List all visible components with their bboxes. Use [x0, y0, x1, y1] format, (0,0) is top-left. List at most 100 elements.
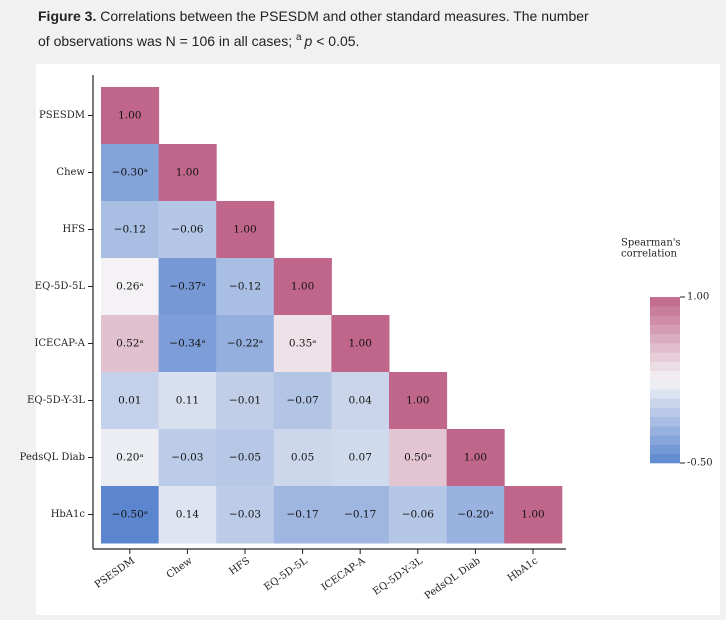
cell-label: −0.12 [114, 224, 146, 236]
y-tick-label: HbA1c [51, 509, 86, 520]
heatmap-cell [216, 429, 275, 487]
cell-label: −0.07 [287, 395, 319, 407]
colorbar-band [650, 306, 680, 316]
cell-label: −0.06 [402, 509, 434, 521]
cell-label: 1.00 [118, 110, 141, 122]
colorbar-tick-label: -0.50 [687, 458, 713, 469]
cell-label: −0.37ᵃ [169, 281, 205, 293]
heatmap-cell [158, 486, 217, 544]
cell-label: 0.05 [291, 452, 314, 464]
heatmap-cell [101, 486, 160, 544]
heatmap-cell [273, 429, 332, 487]
cell-label: −0.17 [344, 509, 376, 521]
y-tick-label: PSESDM [39, 110, 85, 121]
y-tick-label: HFS [62, 224, 85, 235]
cell-label: 1.00 [291, 281, 314, 293]
caption-label: Figure 3. [38, 8, 96, 24]
cell-label: −0.34ᵃ [169, 338, 205, 350]
heatmap-cell [273, 258, 332, 316]
heatmap-cell [389, 486, 448, 544]
colorbar-title: correlation [621, 249, 677, 260]
colorbar-band [650, 370, 680, 381]
colorbar-band [650, 333, 680, 344]
cell-label: 1.00 [521, 509, 544, 521]
cell-label: 1.00 [464, 452, 487, 464]
caption-text: < 0.05. [312, 33, 359, 49]
heatmap-cell [389, 372, 448, 430]
y-tick-label: ICECAP-A [34, 338, 85, 349]
caption-line-1: Figure 3. Correlations between the PSESD… [38, 8, 589, 24]
cell-label: 0.01 [118, 395, 141, 407]
heatmap-cell [331, 486, 390, 544]
heatmap-cell [101, 87, 160, 145]
heatmap-cell [273, 315, 332, 373]
heatmap-cell [331, 372, 390, 430]
cell-label: −0.12 [229, 281, 261, 293]
cell-label: 0.35ᵃ [289, 338, 316, 350]
colorbar-band [650, 297, 680, 307]
heatmap-cell [216, 486, 275, 544]
y-tick-label: PedsQL Diab [20, 452, 85, 463]
cell-label: 1.00 [406, 395, 429, 407]
cell-label: 0.07 [349, 452, 372, 464]
cell-label: −0.03 [229, 509, 261, 521]
cell-label: −0.17 [287, 509, 319, 521]
cell-label: −0.20ᵃ [457, 509, 493, 521]
cell-label: 0.11 [176, 395, 199, 407]
cell-label: 0.20ᵃ [116, 452, 143, 464]
heatmap-cell [331, 315, 390, 373]
cell-label: −0.01 [229, 395, 261, 407]
y-tick-label: EQ-5D-5L [35, 281, 86, 292]
heatmap-cell [158, 258, 217, 316]
cell-label: −0.05 [229, 452, 261, 464]
cell-label: 1.00 [233, 224, 256, 236]
heatmap-cell [446, 486, 505, 544]
heatmap-cell [158, 315, 217, 373]
colorbar-band [650, 398, 680, 408]
cell-label: 0.50ᵃ [404, 452, 431, 464]
colorbar-band [650, 444, 680, 455]
cell-label: 0.14 [176, 509, 200, 521]
y-tick-label: Chew [56, 167, 85, 178]
cell-label: 1.00 [349, 338, 372, 350]
heatmap-cell [158, 201, 217, 259]
cell-label: 0.26ᵃ [116, 281, 143, 293]
colorbar-band [650, 426, 680, 436]
caption-line-2: of observations was N = 106 in all cases… [38, 32, 359, 49]
cell-label: 1.00 [176, 167, 199, 179]
colorbar-title: Spearman's [621, 238, 681, 249]
cell-label: −0.30ᵃ [112, 167, 148, 179]
caption-italic: p [304, 33, 313, 49]
heatmap-cell [101, 315, 160, 373]
heatmap-cell [158, 429, 217, 487]
colorbar-band [650, 416, 680, 427]
heatmap-cell [101, 372, 160, 430]
heatmap-cell [273, 372, 332, 430]
heatmap-cell [331, 429, 390, 487]
colorbar-band [650, 453, 680, 464]
cell-label: 0.04 [349, 395, 373, 407]
colorbar-band [650, 435, 680, 445]
cell-label: −0.06 [171, 224, 203, 236]
colorbar-band [650, 407, 680, 418]
heatmap-cell [216, 201, 275, 259]
heatmap-cell [158, 372, 217, 430]
heatmap-cell [216, 372, 275, 430]
y-tick-label: EQ-5D-Y-3L [27, 395, 85, 406]
colorbar-band [650, 380, 680, 390]
heatmap-cell [101, 429, 160, 487]
colorbar-band [650, 389, 680, 399]
heatmap-cell [389, 429, 448, 487]
heatmap-cell [273, 486, 332, 544]
heatmap-cell [216, 258, 275, 316]
heatmap-cell [446, 429, 505, 487]
caption-text: Correlations between the PSESDM and othe… [96, 8, 589, 24]
heatmap-cell [101, 144, 160, 202]
heatmap-cell [101, 258, 160, 316]
caption-text: of observations was N = 106 in all cases… [38, 33, 296, 49]
heatmap-cell [216, 315, 275, 373]
cell-label: −0.03 [171, 452, 203, 464]
caption-superscript: a [296, 32, 302, 43]
heatmap-cell [504, 486, 563, 544]
